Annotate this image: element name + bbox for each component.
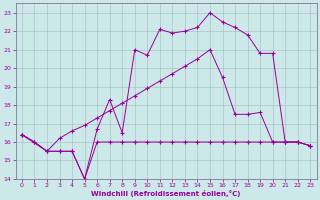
- X-axis label: Windchill (Refroidissement éolien,°C): Windchill (Refroidissement éolien,°C): [92, 190, 241, 197]
